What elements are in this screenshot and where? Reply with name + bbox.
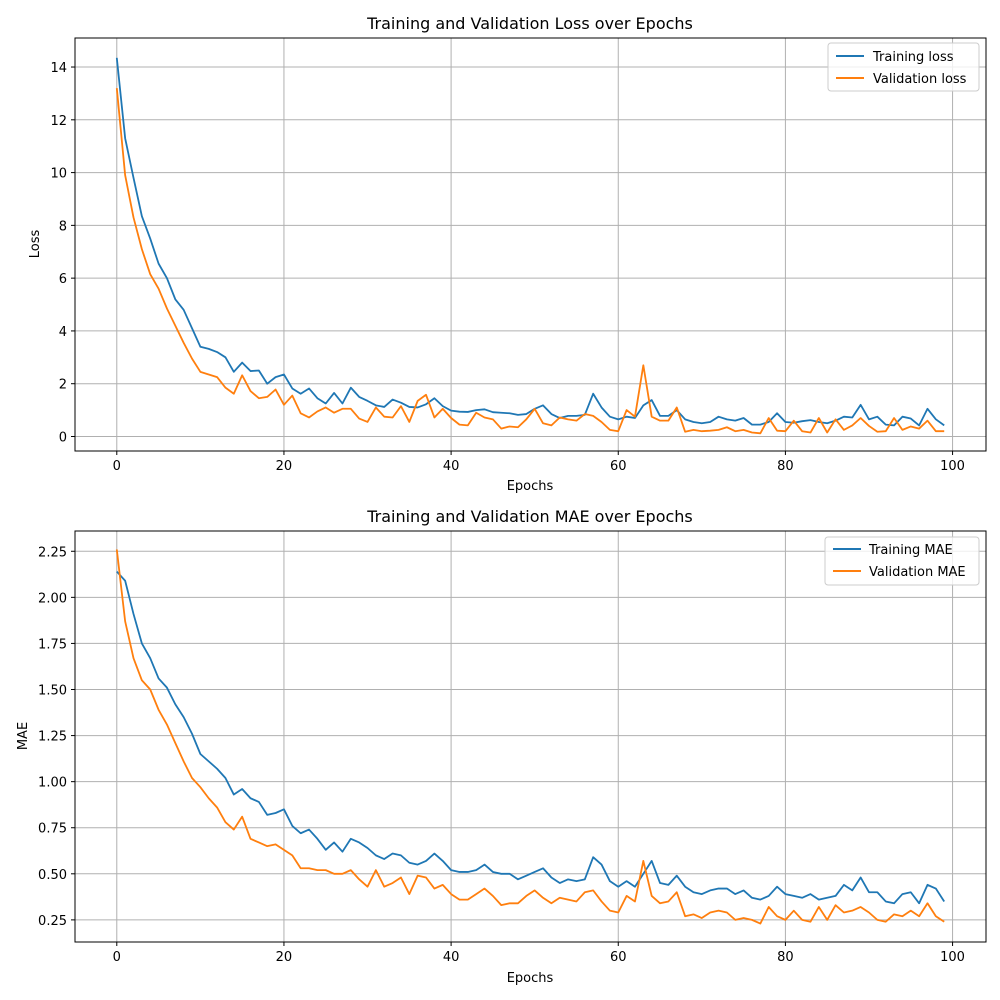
- loss-legend-label-validation: Validation loss: [873, 72, 967, 87]
- mae-legend-label-training: Training MAE: [868, 543, 953, 558]
- mae-chart-title: Training and Validation MAE over Epochs: [366, 507, 693, 526]
- loss-legend: Training loss Validation loss: [827, 42, 980, 92]
- loss-validation-line: [115, 88, 945, 435]
- mae-x-tick-label: 20: [276, 950, 293, 965]
- mae-x-tick-label: 0: [113, 950, 121, 965]
- mae-x-ticks: 0 20 40 60 80 100: [113, 942, 965, 965]
- mae-y-tick-label: 0.75: [38, 822, 67, 837]
- loss-x-tick-label: 40: [443, 459, 460, 474]
- loss-x-tick-label: 60: [610, 459, 627, 474]
- mae-x-tick-label: 60: [610, 950, 627, 965]
- mae-y-axis-label: MAE: [16, 722, 31, 750]
- loss-y-tick-label: 0: [59, 430, 67, 445]
- mae-training-line: [116, 570, 945, 905]
- loss-y-tick-label: 4: [59, 325, 67, 340]
- loss-y-tick-label: 2: [59, 378, 67, 393]
- mae-plot-frame: [74, 530, 987, 943]
- loss-y-tick-label: 10: [50, 167, 67, 182]
- loss-plot-frame: [74, 37, 987, 452]
- mae-x-tick-label: 100: [940, 950, 965, 965]
- mae-y-tick-label: 0.25: [38, 914, 67, 929]
- mae-y-tick-label: 1.75: [38, 637, 67, 652]
- mae-x-tick-label: 40: [443, 950, 460, 965]
- loss-y-axis-label: Loss: [28, 230, 43, 259]
- loss-y-tick-label: 14: [50, 61, 67, 76]
- loss-y-ticks: 0 2 4 6 8 10 12 14: [50, 61, 75, 445]
- mae-y-tick-label: 1.00: [38, 776, 67, 791]
- mae-legend-label-validation: Validation MAE: [869, 565, 966, 580]
- loss-y-tick-label: 6: [59, 272, 67, 287]
- mae-chart: Training and Validation MAE over Epochs …: [16, 507, 987, 986]
- mae-series-lines: [115, 549, 945, 925]
- loss-x-tick-label: 100: [940, 459, 965, 474]
- loss-chart-title: Training and Validation Loss over Epochs: [366, 14, 693, 33]
- mae-y-tick-label: 0.50: [38, 868, 67, 883]
- loss-x-axis-label: Epochs: [507, 479, 554, 494]
- mae-validation-line: [115, 549, 945, 925]
- mae-x-axis-label: Epochs: [507, 971, 554, 986]
- mae-y-tick-label: 1.25: [38, 730, 67, 745]
- loss-training-line: [115, 57, 945, 427]
- loss-y-tick-label: 8: [59, 219, 67, 234]
- loss-series-lines: [115, 57, 945, 435]
- mae-y-tick-label: 2.25: [38, 545, 67, 560]
- loss-x-ticks: 0 20 40 60 80 100: [113, 451, 965, 474]
- mae-y-tick-label: 1.50: [38, 684, 67, 699]
- loss-grid: [75, 38, 986, 451]
- mae-legend-box: [824, 536, 980, 586]
- mae-y-tick-label: 2.00: [38, 591, 67, 606]
- loss-legend-box: [827, 42, 980, 92]
- loss-legend-label-training: Training loss: [872, 50, 954, 65]
- mae-y-ticks: 0.25 0.50 0.75 1.00 1.25 1.50 1.75 2.00 2.25: [38, 545, 75, 929]
- loss-x-tick-label: 20: [276, 459, 293, 474]
- loss-x-tick-label: 0: [113, 459, 121, 474]
- mae-grid: [75, 531, 986, 942]
- loss-chart: Training and Validation Loss over Epochs…: [28, 14, 987, 494]
- loss-y-tick-label: 12: [50, 114, 67, 129]
- loss-x-tick-label: 80: [777, 459, 794, 474]
- mae-x-tick-label: 80: [777, 950, 794, 965]
- mae-legend: Training MAE Validation MAE: [824, 536, 980, 586]
